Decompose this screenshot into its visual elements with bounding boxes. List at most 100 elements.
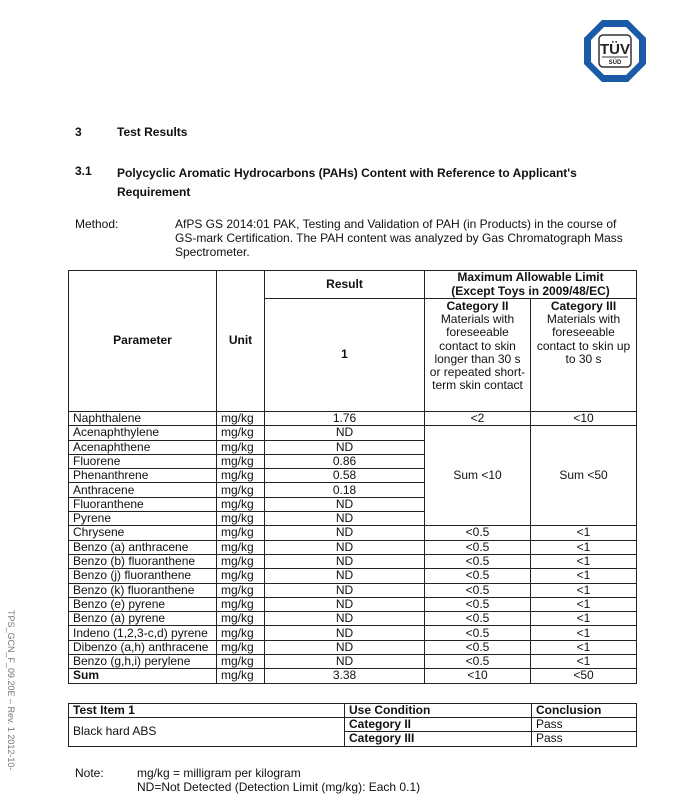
table-row: Benzo (a) pyrene mg/kg ND <0.5 <1: [68, 611, 638, 627]
result-cell: ND: [264, 611, 425, 627]
parameter-cell: Fluorene: [68, 453, 217, 470]
header-result: Result: [264, 270, 425, 299]
header-result-sample: 1: [264, 298, 425, 412]
unit-cell: mg/kg: [216, 439, 265, 455]
header-unit: Unit: [216, 270, 265, 412]
parameter-cell: Dibenzo (a,h) anthracene: [68, 639, 217, 656]
parameter-cell: Benzo (a) anthracene: [68, 539, 217, 555]
unit-cell: mg/kg: [216, 625, 265, 641]
note-line: ND=Not Detected (Detection Limit (mg/kg)…: [137, 780, 421, 794]
table-row: Acenaphthylene mg/kg ND Sum <10 Sum <50: [68, 425, 638, 527]
category-title: Category II: [446, 299, 509, 313]
result-cell: ND: [264, 439, 425, 455]
subsection-number: 3.1: [75, 164, 92, 178]
category-3-limit-cell: <50: [529, 668, 638, 684]
result-cell: 0.58: [264, 468, 425, 484]
category-3-limit-cell: <1: [529, 539, 638, 555]
category-2-limit-cell: <0.5: [424, 625, 531, 641]
result-cell: 0.86: [264, 453, 425, 470]
unit-cell: mg/kg: [216, 453, 265, 470]
conclusion-result: Pass: [531, 731, 637, 747]
category-3-limit-cell: <1: [529, 582, 638, 598]
method-label: Method:: [75, 217, 119, 231]
method-text: AfPS GS 2014:01 PAK, Testing and Validat…: [175, 217, 623, 259]
parameter-cell: Benzo (g,h,i) perylene: [68, 654, 217, 670]
table-row: Benzo (j) fluoranthene mg/kg ND <0.5 <1: [68, 568, 638, 584]
conclusion-result: Pass: [531, 717, 637, 733]
header-limit-line: (Except Toys in 2009/48/EC): [451, 283, 610, 298]
category-3-limit-cell: <1: [529, 625, 638, 641]
unit-cell: mg/kg: [216, 654, 265, 670]
result-cell: ND: [264, 511, 425, 527]
result-cell: ND: [264, 596, 425, 613]
unit-cell: mg/kg: [216, 525, 265, 541]
result-cell: ND: [264, 654, 425, 670]
note-line: mg/kg = milligram per kilogram: [137, 766, 301, 780]
tuv-sud-logo: TÜV SÜD: [584, 20, 646, 82]
category-3-limit-cell: <1: [529, 639, 638, 656]
category-description: Materials with foreseeable contact to sk…: [536, 312, 631, 366]
method-line: Spectrometer.: [175, 245, 250, 259]
parameter-cell: Phenanthrene: [68, 468, 217, 484]
result-cell: ND: [264, 568, 425, 584]
table-row: Benzo (e) pyrene mg/kg ND <0.5 <1: [68, 596, 638, 613]
parameter-cell: Benzo (k) fluoranthene: [68, 582, 217, 598]
table-row: Anthracene mg/kg 0.18: [68, 482, 637, 498]
category-2-limit-cell: <2: [424, 410, 531, 427]
pah-results-table: Parameter Unit Result Maximum Allowable …: [68, 270, 638, 684]
subsection-title-line: Requirement: [117, 185, 191, 199]
method-line: AfPS GS 2014:01 PAK, Testing and Validat…: [175, 217, 617, 231]
category-3-limit-cell: <1: [529, 553, 638, 570]
use-condition: Category III: [344, 731, 532, 747]
parameter-cell: Benzo (e) pyrene: [68, 596, 217, 613]
unit-cell: mg/kg: [216, 568, 265, 584]
result-cell: 1.76: [264, 410, 425, 427]
svg-text:TÜV: TÜV: [600, 41, 630, 58]
unit-cell: mg/kg: [216, 596, 265, 613]
parameter-cell: Benzo (b) fluoranthene: [68, 553, 217, 570]
category-2-limit-cell: <0.5: [424, 553, 531, 570]
parameter-cell: Fluoranthene: [68, 496, 217, 513]
category-3-limit-cell: Sum <50: [529, 425, 638, 527]
section-number: 3: [75, 125, 82, 139]
result-cell: ND: [264, 625, 425, 641]
category-3-limit-cell: <1: [529, 611, 638, 627]
result-cell: ND: [264, 496, 425, 513]
conclusion-table: Test Item 1 Use Condition Conclusion Black…: [68, 702, 637, 747]
table-row: Phenanthrene mg/kg 0.58: [68, 468, 637, 484]
header-use-condition: Use Condition: [344, 702, 532, 719]
section-title: Test Results: [117, 125, 188, 139]
parameter-cell: Benzo (a) pyrene: [68, 611, 217, 627]
header-conclusion: Conclusion: [531, 702, 637, 719]
category-3-limit-cell: <1: [529, 596, 638, 613]
subsection-title-line: Polycyclic Aromatic Hydrocarbons (PAHs) …: [117, 166, 577, 180]
unit-cell: mg/kg: [216, 511, 265, 527]
unit-cell: mg/kg: [216, 482, 265, 498]
table-row: Dibenzo (a,h) anthracene mg/kg ND <0.5 <1: [68, 639, 638, 656]
result-cell: ND: [264, 553, 425, 570]
unit-cell: mg/kg: [216, 553, 265, 570]
category-2-limit-cell: <0.5: [424, 525, 531, 541]
svg-text:SÜD: SÜD: [609, 59, 622, 66]
note-text: mg/kg = milligram per kilogram ND=Not Det…: [137, 766, 420, 794]
result-cell: ND: [264, 639, 425, 656]
category-3-limit-cell: <1: [529, 568, 638, 584]
category-3-limit-cell: <1: [529, 525, 638, 541]
table-row: Benzo (a) anthracene mg/kg ND <0.5 <1: [68, 539, 638, 555]
unit-cell: mg/kg: [216, 410, 265, 427]
category-description: Materials with foreseeable contact to sk…: [429, 312, 526, 393]
unit-cell: mg/kg: [216, 539, 265, 555]
parameter-cell: Pyrene: [68, 511, 217, 527]
category-2-limit-cell: <10: [424, 668, 531, 684]
table-row: Sum mg/kg 3.38 <10 <50: [68, 668, 638, 684]
category-3-limit-cell: <10: [529, 410, 638, 427]
parameter-cell: Anthracene: [68, 482, 217, 498]
result-cell: ND: [264, 525, 425, 541]
test-item-name: Black hard ABS: [68, 717, 345, 747]
category-2-limit-cell: <0.5: [424, 654, 531, 670]
note-label: Note:: [75, 766, 104, 780]
header-parameter: Parameter: [68, 270, 217, 412]
category-2-limit-cell: <0.5: [424, 582, 531, 598]
result-cell: 0.18: [264, 482, 425, 498]
